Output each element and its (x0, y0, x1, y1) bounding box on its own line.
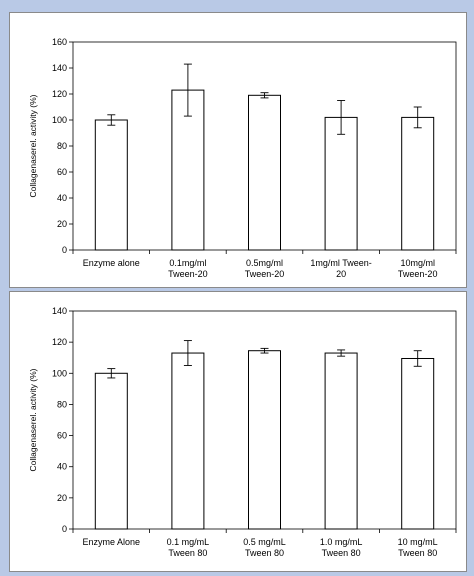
y-tick-label-0: 0 (62, 245, 67, 255)
category-label-line: Enzyme Alone (83, 537, 141, 547)
category-label-0: Enzyme Alone (83, 537, 141, 547)
category-label-1: 0.1mg/ml Tween-20 (168, 258, 208, 279)
category-label-2: 0.5 mg/mL Tween 80 (243, 537, 286, 558)
y-tick-label-8: 160 (52, 37, 67, 47)
bar-4 (401, 116, 435, 251)
category-label-line: Enzyme alone (83, 258, 140, 268)
chart-panel-tween80: 0 20 40 60 80 100 120 140 Enzyme Alone 0.1 mg/mL T… (9, 291, 467, 572)
category-label-line: Tween-20 (398, 269, 438, 279)
category-label-line: 0.1mg/ml (169, 258, 206, 268)
category-label-line: Tween-20 (168, 269, 208, 279)
y-tick-label-2: 40 (57, 462, 67, 472)
category-label-line: Tween 80 (322, 548, 361, 558)
bar-2 (248, 350, 281, 530)
y-axis-label: Collagenaserel. activity (%) (28, 368, 38, 471)
category-label-line: Tween-20 (245, 269, 285, 279)
chart-panel-tween20: 0 20 40 60 80 100 120 140 160 Enzyme alone 0.1mg/m… (9, 12, 467, 288)
category-label-line: 0.5mg/ml (246, 258, 283, 268)
category-label-line: 10 mg/mL (398, 537, 438, 547)
bar-1 (171, 352, 205, 530)
bar-4 (401, 357, 435, 530)
bar-0 (94, 119, 128, 251)
y-tick-label-1: 20 (57, 219, 67, 229)
category-label-line: Tween 80 (398, 548, 437, 558)
category-label-line: 0.1 mg/mL (167, 537, 210, 547)
y-tick-label-4: 80 (57, 399, 67, 409)
category-label-1: 0.1 mg/mL Tween 80 (167, 537, 210, 558)
y-tick-label-6: 120 (52, 337, 67, 347)
y-tick-label-4: 80 (57, 141, 67, 151)
y-tick-label-5: 100 (52, 115, 67, 125)
bar-2 (248, 94, 281, 251)
bar-1 (171, 89, 205, 251)
chart-tween20: 0 20 40 60 80 100 120 140 160 Enzyme alone 0.1mg/m… (28, 37, 457, 279)
category-label-line: 1.0 mg/mL (320, 537, 363, 547)
y-tick-label-2: 40 (57, 193, 67, 203)
category-label-4: 10mg/ml Tween-20 (398, 258, 438, 279)
category-label-line: Tween 80 (168, 548, 207, 558)
category-label-line: 20 (336, 269, 346, 279)
y-tick-label-7: 140 (52, 63, 67, 73)
bar-3 (324, 352, 358, 530)
category-label-0: Enzyme alone (83, 258, 140, 268)
category-label-3: 1.0 mg/mL Tween 80 (320, 537, 363, 558)
y-tick-label-0: 0 (62, 524, 67, 534)
y-tick-label-7: 140 (52, 306, 67, 316)
y-axis-label: Collagenaserel. activity (%) (28, 94, 38, 197)
y-tick-label-6: 120 (52, 89, 67, 99)
y-tick-label-3: 60 (57, 431, 67, 441)
category-label-2: 0.5mg/ml Tween-20 (245, 258, 285, 279)
category-label-line: 1mg/ml Tween- (310, 258, 371, 268)
category-label-3: 1mg/ml Tween-20 (310, 258, 371, 279)
category-label-line: 10mg/ml (400, 258, 435, 268)
category-label-line: Tween 80 (245, 548, 284, 558)
y-tick-label-1: 20 (57, 493, 67, 503)
y-tick-label-5: 100 (52, 368, 67, 378)
category-label-line: 0.5 mg/mL (243, 537, 286, 547)
bar-3 (324, 116, 358, 251)
bar-0 (94, 372, 128, 530)
y-tick-label-3: 60 (57, 167, 67, 177)
category-label-4: 10 mg/mL Tween 80 (398, 537, 438, 558)
